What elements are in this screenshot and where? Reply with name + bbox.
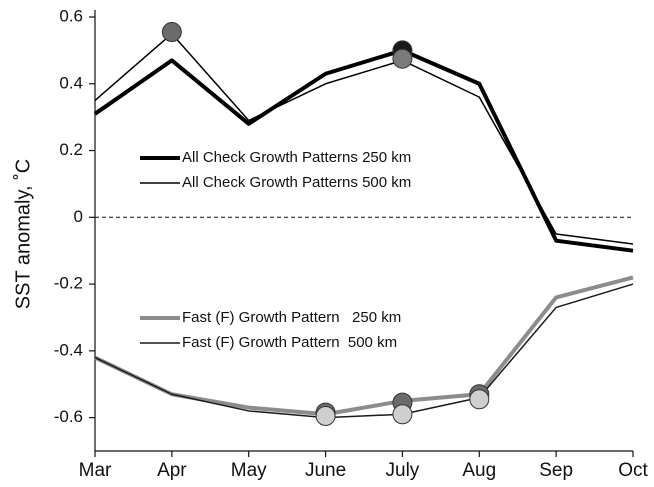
x-tick-label: July [386,460,420,481]
y-axis-label: SST anomaly, ˚C [12,159,34,309]
x-tick-label: June [305,460,346,481]
series-line [94,283,634,419]
marker [315,405,336,426]
y-tick-label: 0.4 [59,73,83,92]
x-tick-label: May [231,460,267,481]
legend-label: Fast (F) Growth Pattern 500 km [182,334,397,351]
y-tick-label: -0.4 [54,340,83,359]
marker [161,22,182,43]
x-tick-label: Aug [462,460,496,481]
y-tick-label: 0.6 [59,6,83,25]
marker [469,389,490,410]
x-tick-label: Mar [79,460,112,481]
legend-label: Fast (F) Growth Pattern 250 km [182,309,401,326]
x-tick-label: Apr [157,460,187,481]
y-tick-label: 0.2 [59,140,83,159]
marker [392,404,413,425]
marker [392,48,413,69]
legend-label: All Check Growth Patterns 500 km [182,174,411,191]
y-tick-label: -0.2 [54,274,83,293]
legend-label: All Check Growth Patterns 250 km [182,149,411,166]
y-tick-label: -0.6 [54,407,83,426]
x-tick-label: Sep [539,460,573,481]
y-tick-label: 0 [74,207,83,226]
series-line [94,32,634,245]
series-line [93,48,634,253]
x-tick-label: Oct [618,460,648,481]
